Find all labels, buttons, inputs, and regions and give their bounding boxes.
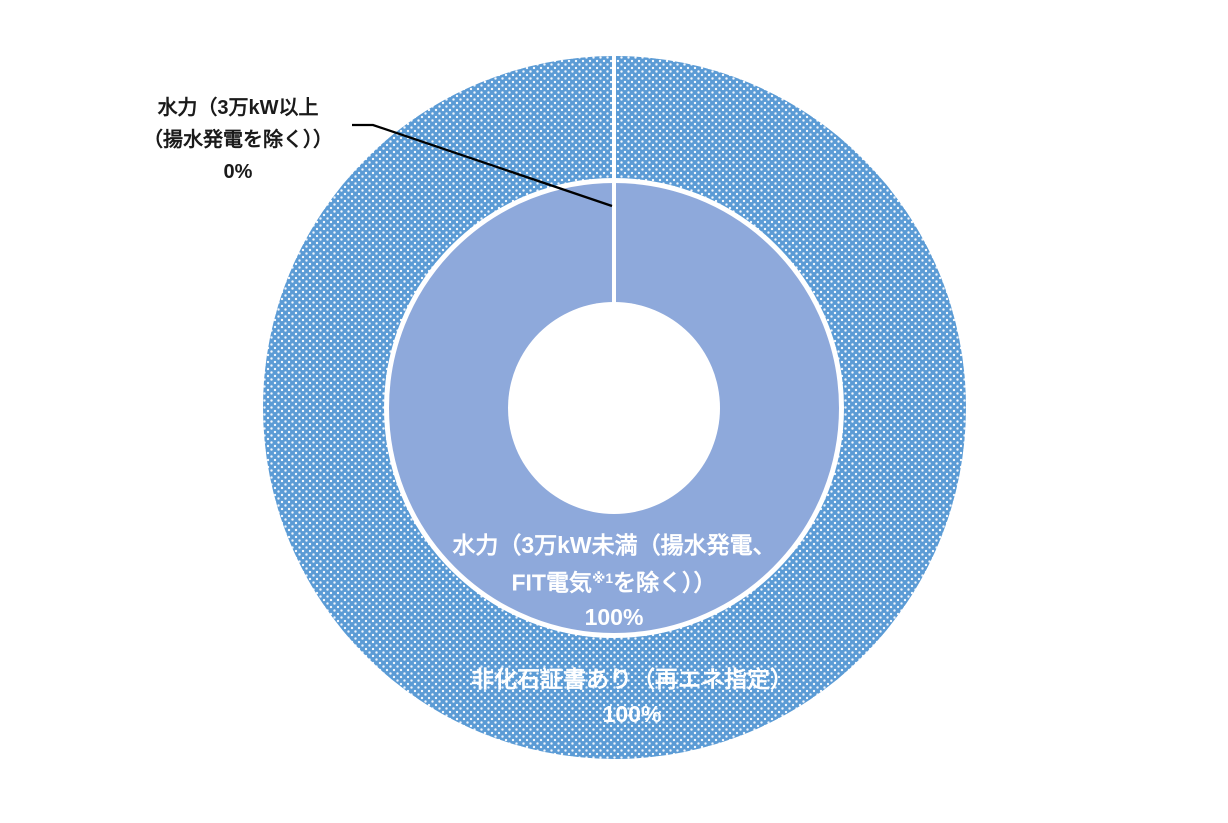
callout-line1: 水力（3万kW以上	[157, 97, 319, 119]
inner-ring-label-footnote-marker: ※1	[591, 571, 614, 586]
donut-hole	[508, 302, 720, 514]
slice-divider-line	[612, 56, 616, 303]
callout-line2: （揚水発電を除く））	[143, 129, 333, 151]
outer-ring-label-value: 100%	[602, 701, 662, 727]
inner-ring-label-line2-post: を除く））	[613, 569, 717, 596]
callout-value: 0%	[223, 161, 253, 183]
inner-ring-label-line2-pre: FIT電気	[511, 569, 592, 596]
inner-ring-label-value: 100%	[584, 603, 644, 630]
outer-ring-label-line1: 非化石証書あり（再エネ指定）	[471, 666, 793, 692]
inner-ring-label: 水力（3万kW未満（揚水発電、 FIT電気※1を除く）） 100%	[414, 528, 814, 634]
callout-label-hydro-over-30mw: 水力（3万kW以上 （揚水発電を除く）） 0%	[118, 92, 358, 188]
inner-ring-label-line1: 水力（3万kW未満（揚水発電、	[452, 532, 776, 558]
inner-ring-label-line2: FIT電気※1を除く））	[414, 562, 814, 600]
outer-ring-label: 非化石証書あり（再エネ指定） 100%	[432, 662, 832, 732]
